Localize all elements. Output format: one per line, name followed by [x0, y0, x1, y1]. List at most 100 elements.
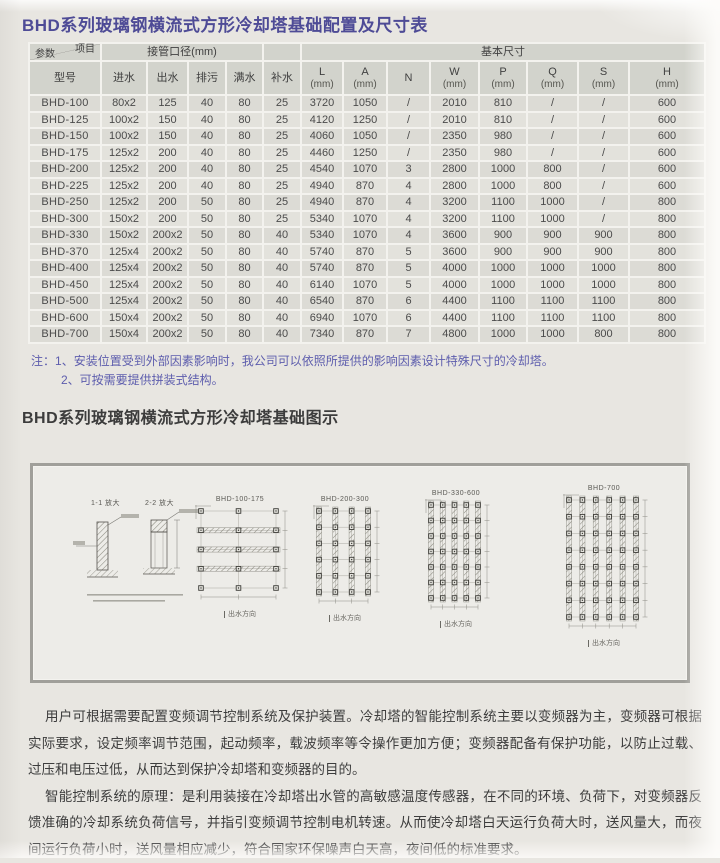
value-cell: 6540	[302, 294, 342, 309]
value-cell: 150x2	[102, 228, 146, 243]
model-cell: BHD-500	[30, 294, 100, 309]
value-cell: 3	[388, 162, 429, 177]
value-cell: 1250	[344, 113, 386, 128]
value-cell: 1100	[480, 212, 526, 227]
value-cell: 125x4	[102, 261, 146, 276]
value-cell: 1070	[344, 278, 386, 293]
notes-prefix: 注：	[31, 352, 55, 371]
value-cell: 6140	[302, 278, 342, 293]
model-cell: BHD-225	[30, 179, 100, 194]
value-cell: 2010	[431, 113, 478, 128]
value-cell: 40	[264, 294, 300, 309]
value-cell: 800	[630, 195, 704, 210]
value-cell: 125x4	[102, 245, 146, 260]
page-title: BHD系列玻璃钢横流式方形冷却塔基础配置及尺寸表	[22, 11, 428, 36]
value-cell: 40	[189, 129, 225, 144]
value-cell: 4	[388, 212, 429, 227]
plan-grid	[559, 494, 649, 635]
value-cell: 200x2	[148, 245, 187, 260]
value-cell: 800	[528, 162, 577, 177]
value-cell: 900	[480, 245, 526, 260]
value-cell: 870	[344, 327, 386, 342]
value-cell: 80	[227, 228, 262, 243]
value-cell: 40	[264, 228, 300, 243]
value-cell: 4000	[431, 261, 478, 276]
value-cell: 80	[227, 179, 262, 194]
value-cell: 200x2	[148, 311, 187, 326]
value-cell: 25	[264, 146, 300, 161]
value-cell: 80	[227, 294, 262, 309]
column-header: W(mm)	[431, 62, 478, 94]
value-cell: 25	[264, 96, 300, 111]
value-cell: 1000	[528, 261, 577, 276]
value-cell: 1070	[344, 212, 386, 227]
value-cell: 4540	[302, 162, 342, 177]
value-cell: 4	[388, 228, 429, 243]
column-header: 出水	[148, 62, 187, 94]
value-cell: 40	[264, 278, 300, 293]
value-cell: 1050	[344, 96, 386, 111]
value-cell: 7	[388, 327, 429, 342]
value-cell: 150x4	[102, 327, 146, 342]
column-header: Q(mm)	[528, 62, 577, 94]
value-cell: 2800	[431, 179, 478, 194]
value-cell: 125	[148, 96, 187, 111]
value-cell: 50	[189, 278, 225, 293]
section-2-label: 2-2 放大	[145, 498, 174, 508]
value-cell: 150x4	[102, 311, 146, 326]
value-cell: 25	[264, 212, 300, 227]
value-cell: 1000	[480, 179, 526, 194]
model-cell: BHD-700	[30, 327, 100, 342]
value-cell: 25	[264, 179, 300, 194]
value-cell: 600	[630, 96, 704, 111]
value-cell: 200	[148, 179, 187, 194]
value-cell: 1250	[344, 146, 386, 161]
blank-header-cell	[264, 44, 300, 60]
note-line-1: 1、安装位置受到外部因素影响时，我公司可以依照所提供的影响因素设计特殊尺寸的冷却…	[55, 352, 554, 371]
value-cell: 4120	[302, 113, 342, 128]
corner-param-label: 参数	[35, 49, 55, 60]
section-1-label: 1-1 放大	[91, 498, 120, 508]
value-cell: 80	[227, 245, 262, 260]
value-cell: 5740	[302, 261, 342, 276]
value-cell: 2350	[431, 129, 478, 144]
value-cell: 80	[227, 212, 262, 227]
value-cell: 4800	[431, 327, 478, 342]
model-cell: BHD-175	[30, 146, 100, 161]
model-cell: BHD-600	[30, 311, 100, 326]
corner-project-label: 项目	[75, 44, 95, 55]
value-cell: 870	[344, 245, 386, 260]
value-cell: 1000	[579, 278, 628, 293]
value-cell: 200x2	[148, 294, 187, 309]
value-cell: 3200	[431, 212, 478, 227]
model-cell: BHD-150	[30, 129, 100, 144]
table-corner-cell: 项目 参数	[30, 44, 100, 60]
value-cell: /	[579, 129, 628, 144]
value-cell: 900	[528, 228, 577, 243]
value-cell: 80	[227, 278, 262, 293]
value-cell: 1000	[528, 195, 577, 210]
value-cell: 125x4	[102, 294, 146, 309]
value-cell: 900	[480, 228, 526, 243]
value-cell: 50	[189, 195, 225, 210]
model-cell: BHD-200	[30, 162, 100, 177]
value-cell: 150	[148, 113, 187, 128]
column-header: 排污	[189, 62, 225, 94]
value-cell: 4	[388, 195, 429, 210]
note-line-2: 2、可按需要提供拼装式结构。	[61, 371, 554, 390]
value-cell: 40	[189, 96, 225, 111]
plan-caption: 出水方向	[329, 613, 361, 623]
value-cell: 870	[344, 179, 386, 194]
value-cell: 1100	[528, 311, 577, 326]
pipe-diameter-group-header: 接管口径(mm)	[102, 44, 262, 60]
value-cell: 1000	[480, 327, 526, 342]
